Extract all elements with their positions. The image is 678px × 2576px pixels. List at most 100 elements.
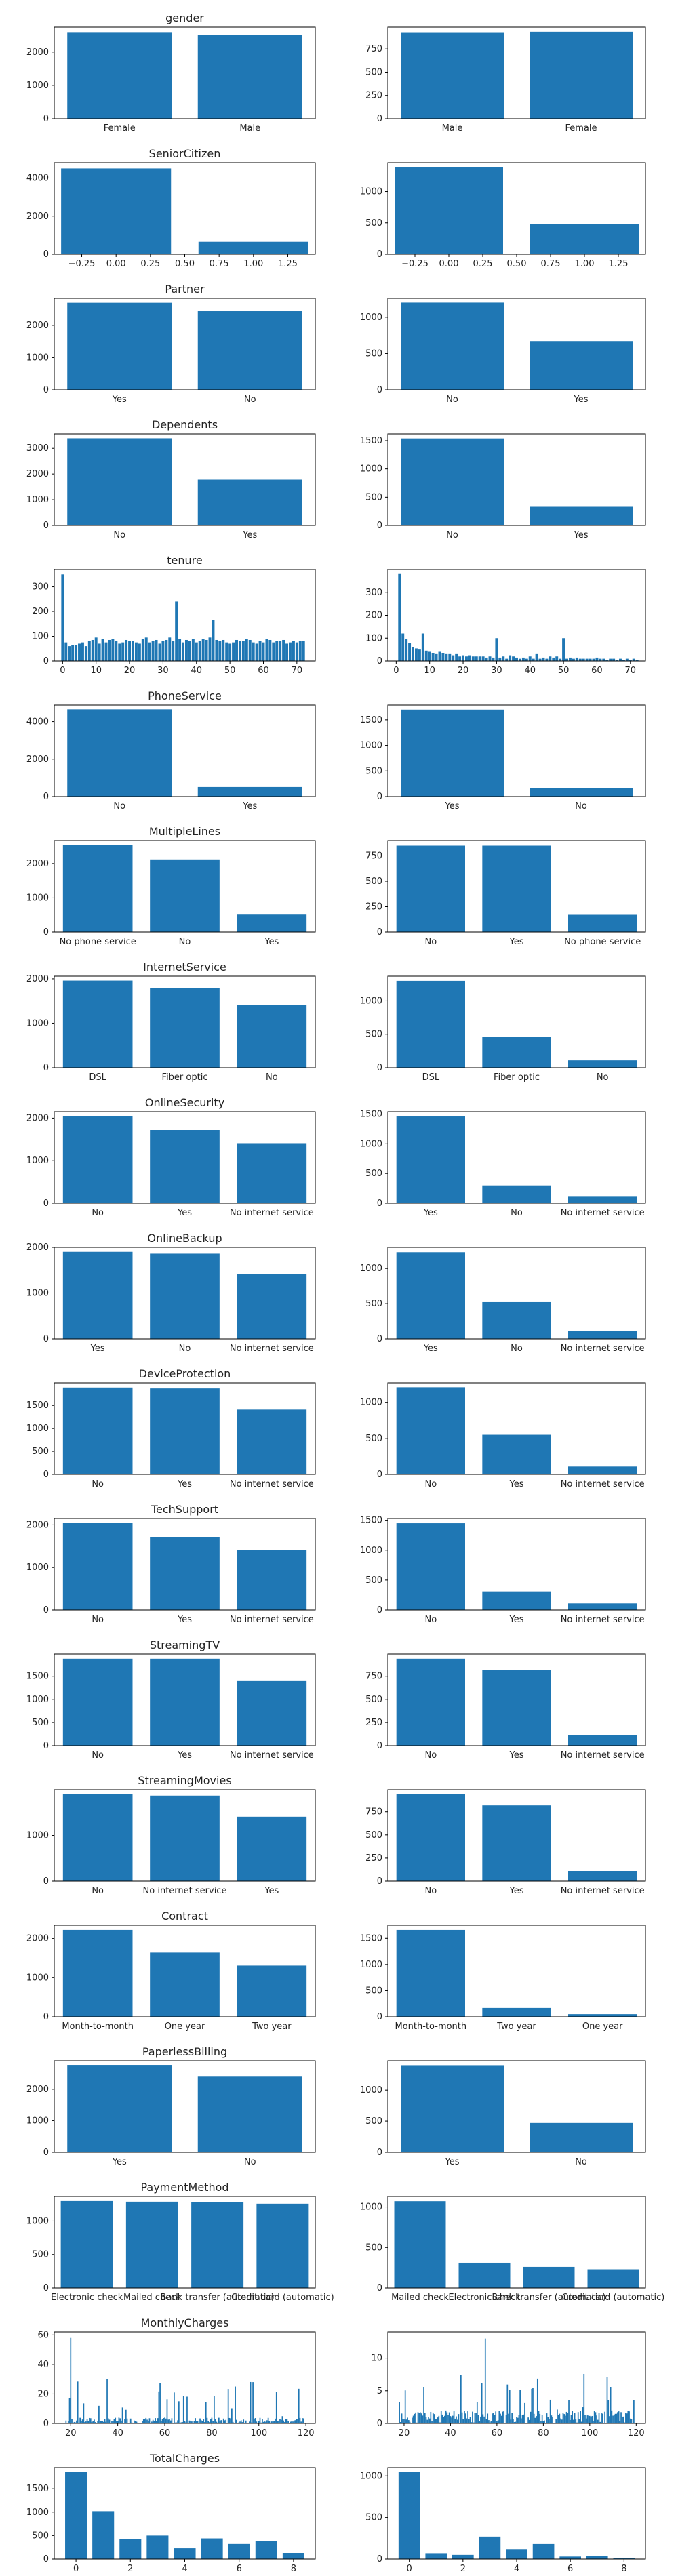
chart-title-2: Partner [165, 283, 205, 296]
bar-right-27 [430, 2411, 432, 2423]
bar-left-118 [204, 2421, 205, 2423]
x-tick-label: Yes [177, 1615, 192, 1625]
bar-left-50 [228, 643, 232, 661]
x-tick-label: Mailed check [123, 2293, 181, 2303]
bar-right-56 [585, 658, 589, 661]
bar-right-14 [415, 2412, 416, 2423]
bar-left-2 [191, 2202, 244, 2288]
x-tick-label: No internet service [230, 1344, 314, 1354]
bar-right-17 [418, 2413, 420, 2423]
bar-left-62 [268, 639, 272, 661]
x-tick-label: No internet service [143, 1886, 227, 1896]
bar-right-70 [632, 658, 635, 661]
bar-left-130 [218, 2417, 220, 2423]
bar-right-72 [482, 2414, 484, 2423]
bar-left-58 [255, 643, 258, 661]
bar-right-116 [533, 2413, 535, 2423]
bar-left-36 [107, 2418, 109, 2423]
x-tick-label: One year [582, 2021, 623, 2032]
bar-left-18 [86, 2419, 88, 2423]
x-tick-label: 20 [65, 2428, 77, 2438]
bar-left-26 [148, 642, 151, 661]
y-tick-label: 2000 [26, 974, 49, 984]
bar-right-4 [506, 2549, 527, 2559]
bar-left-0 [62, 1523, 133, 1610]
bar-left-60 [262, 642, 265, 661]
bar-right-0 [399, 2402, 400, 2423]
bar-right-2 [405, 639, 408, 661]
y-tick-label: 2000 [26, 754, 49, 765]
x-tick-label: 1.25 [609, 259, 629, 269]
x-tick-label: 60 [591, 666, 603, 676]
bar-right-21 [468, 655, 471, 661]
bar-right-47 [555, 656, 559, 661]
bar-right-163 [588, 2415, 589, 2423]
y-tick-label: 4000 [26, 717, 49, 727]
bar-left-140 [230, 2418, 232, 2423]
y-tick-label: 2000 [26, 321, 49, 331]
bar-right-11 [435, 653, 438, 661]
x-tick-label: Credit card (automatic) [562, 2293, 665, 2303]
subplot-18-left: 0 2 4 6 8 0 500 1000 1500 [26, 2467, 316, 2574]
bar-left-88 [169, 2419, 170, 2423]
bar-left-167 [262, 2419, 263, 2423]
bar-right-199 [629, 2418, 631, 2423]
bar-right-0 [396, 1116, 465, 1203]
bar-right-174 [601, 2413, 602, 2423]
bar-right-159 [583, 2373, 585, 2423]
bar-right-0 [396, 980, 465, 1068]
bar-right-46 [552, 657, 555, 661]
bar-left-25 [94, 2422, 96, 2423]
y-tick-label: 0 [43, 2012, 49, 2022]
plot-frame [387, 162, 646, 255]
x-tick-label: 20 [458, 666, 469, 676]
x-tick-label: No [113, 530, 125, 540]
x-tick-label: No [244, 395, 256, 405]
bar-left-13 [104, 642, 108, 661]
y-tick-label: 500 [365, 1169, 382, 1179]
y-tick-label: 200 [365, 611, 382, 621]
y-tick-label: 500 [365, 766, 382, 776]
y-tick-label: 500 [365, 1830, 382, 1840]
bar-left-44 [208, 637, 212, 661]
bar-right-86 [498, 2411, 500, 2423]
bar-right-1 [482, 1591, 551, 1610]
x-tick-label: 0.50 [507, 259, 527, 269]
bar-right-30 [498, 657, 502, 661]
bar-right-19 [462, 655, 465, 661]
bar-left-68 [145, 2417, 147, 2423]
y-tick-label: 0 [43, 1063, 49, 1073]
bar-left-0 [60, 2200, 113, 2288]
x-tick-label: No [597, 1072, 609, 1083]
y-tick-label: 1000 [360, 1398, 382, 1408]
bar-right-37 [521, 657, 525, 661]
bar-right-0 [395, 167, 503, 254]
x-tick-label: Month-to-month [62, 2021, 134, 2032]
bar-right-37 [441, 2414, 443, 2423]
bar-left-43 [116, 2421, 117, 2423]
bar-left-54 [241, 641, 245, 661]
bar-right-39 [528, 656, 532, 661]
bar-left-95 [177, 2420, 178, 2423]
bar-left-105 [188, 2420, 191, 2423]
bar-right-177 [604, 2411, 605, 2423]
y-tick-label: 500 [365, 1030, 382, 1040]
x-tick-label: DSL [422, 1072, 440, 1083]
x-tick-label: Yes [242, 530, 257, 540]
x-tick-label: Fiber optic [494, 1072, 540, 1083]
bar-right-2 [452, 2554, 474, 2559]
bar-left-168 [262, 2421, 264, 2423]
bar-left-194 [293, 2420, 295, 2423]
bar-right-123 [541, 2415, 543, 2423]
bar-right-115 [532, 2388, 534, 2423]
plot-frame [54, 1382, 316, 1475]
bar-left-0 [67, 2065, 172, 2152]
bar-left-35 [106, 2378, 108, 2423]
bar-right-71 [481, 2383, 483, 2423]
bar-right-2 [568, 1735, 637, 1746]
plot-frame [54, 1653, 316, 1746]
bar-right-119 [536, 2378, 538, 2423]
y-tick-label: 1000 [26, 1695, 49, 1705]
x-tick-label: 0.00 [106, 259, 126, 269]
bar-right-35 [515, 657, 518, 661]
